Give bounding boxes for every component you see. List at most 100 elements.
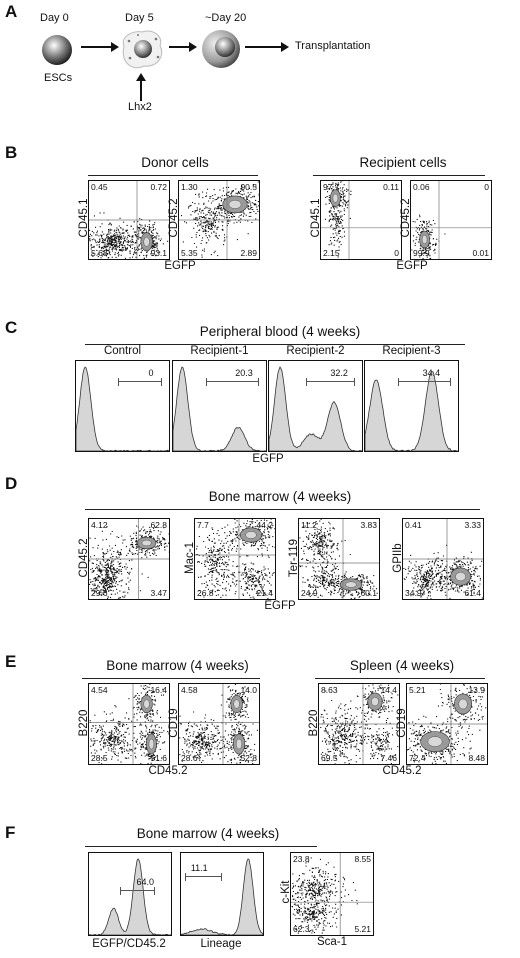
flow-plot-spleen-cd19: 5.21 13.9 72.4 8.48 (406, 683, 488, 765)
quadrant-value: 0.45 (91, 182, 108, 192)
x-label: EGFP/CD45.2 (92, 938, 166, 950)
histogram-egfp-cd45-2: 64.0 (88, 852, 172, 936)
histogram-recipient-3: 34.4 (364, 360, 459, 452)
y-label: CD19 (168, 708, 180, 738)
quadrant-value: 2.89 (240, 248, 257, 258)
flow-dot-cloud (195, 519, 275, 599)
quadrant-value: 0 (484, 182, 489, 192)
esc-label: ESCs (44, 72, 73, 84)
gate-marker (397, 377, 451, 386)
quadrant-value: 1.30 (181, 182, 198, 192)
up-arrow-icon (136, 73, 146, 101)
quadrant-value: 0.06 (413, 182, 430, 192)
y-label: Ter-119 (288, 538, 300, 578)
quadrant-value: 61.4 (464, 588, 481, 598)
quadrant-value: 7.7 (197, 520, 209, 530)
arrow-1-icon (81, 42, 119, 52)
bm-bracket (85, 509, 480, 510)
embryoid-body-icon (122, 30, 163, 69)
gate-value: 20.3 (235, 367, 253, 378)
histogram-curve (173, 366, 266, 451)
x-label: EGFP (396, 260, 428, 272)
flow-dot-cloud (411, 181, 491, 259)
gate-marker (306, 377, 355, 386)
flow-plot-gpiib: 0.41 3.33 34.9 61.4 (402, 518, 484, 600)
esc-cell-icon (42, 35, 72, 65)
flow-dot-cloud (89, 519, 169, 599)
day5-label: Day 5 (125, 12, 154, 24)
histogram-curve (269, 366, 362, 451)
quadrant-value: 90.5 (240, 182, 257, 192)
quadrant-value: 26.8 (197, 588, 214, 598)
x-label: Lineage (200, 938, 242, 950)
quadrant-value: 24.9 (301, 588, 318, 598)
quadrant-value: 0.72 (150, 182, 167, 192)
quadrant-value: 93.1 (150, 248, 167, 258)
quadrant-value: 69.5 (321, 753, 338, 763)
flow-plot-ckit-sca1: 23.8 8.55 62.3 5.21 (290, 852, 374, 936)
quadrant-value: 4.58 (181, 685, 198, 695)
quadrant-value: 5.68 (91, 248, 108, 258)
quadrant-value: 4.12 (91, 520, 108, 530)
flow-dot-cloud (89, 684, 169, 764)
y-label: Mac-1 (184, 542, 196, 574)
flow-dot-cloud (319, 684, 399, 764)
quadrant-value: 62.8 (150, 520, 167, 530)
histogram-curve (365, 371, 458, 451)
gate-value: 64.0 (136, 876, 155, 887)
flow-plot-bm-b220: 4.54 16.4 28.5 51.6 (88, 683, 170, 765)
quadrant-value: 5.21 (409, 685, 426, 695)
quadrant-value: 62.3 (293, 924, 310, 934)
panel-c-label: C (5, 318, 18, 337)
flow-dot-cloud (179, 181, 259, 259)
x-label: EGFP (264, 600, 296, 612)
panel-e-label: E (5, 652, 17, 671)
y-label: B220 (78, 709, 90, 737)
y-label: CD45.1 (78, 198, 90, 238)
flow-dot-cloud (89, 181, 169, 259)
quadrant-value: 13.9 (468, 685, 485, 695)
histogram-curve (76, 366, 169, 451)
recipient-cells-title: Recipient cells (359, 155, 447, 170)
quadrant-value: 8.55 (354, 854, 371, 864)
panel-b-label: B (5, 143, 18, 162)
y-label: GPIIb (392, 543, 404, 573)
quadrant-value: 3.47 (150, 588, 167, 598)
recipient-bracket (313, 175, 485, 176)
quadrant-value: 97.7 (323, 182, 340, 192)
histogram-recipient-1: 20.3 (172, 360, 267, 452)
flow-dot-cloud (321, 181, 401, 259)
day20-label: ~Day 20 (205, 12, 247, 24)
gate-value: 11.1 (190, 862, 208, 873)
quadrant-value: 99.9 (413, 248, 430, 258)
quadrant-value: 14.0 (240, 685, 257, 695)
bone-marrow-title: Bone marrow (4 weeks) (208, 489, 352, 504)
donor-cells-title: Donor cells (141, 155, 209, 170)
flow-plot-donor-cd45-2: 1.30 90.5 5.35 2.89 (178, 180, 260, 260)
flow-plot-spleen-b220: 8.63 14.4 69.5 7.46 (318, 683, 400, 765)
quadrant-value: 28.5 (91, 753, 108, 763)
flow-dot-cloud (403, 519, 483, 599)
quadrant-value: 0.41 (405, 520, 422, 530)
histogram-lineage: 11.1 (180, 852, 264, 936)
x-label: EGFP (252, 453, 284, 465)
transplantation-label: Transplantation (295, 40, 371, 52)
panel-f-label: F (5, 823, 16, 842)
quadrant-value: 2.15 (323, 248, 340, 258)
bm-bracket (85, 846, 317, 847)
quadrant-value: 4.54 (91, 685, 108, 695)
peripheral-blood-title: Peripheral blood (4 weeks) (199, 324, 361, 339)
pb-bracket (85, 344, 465, 345)
spleen-bracket (315, 678, 485, 679)
flow-dot-cloud (299, 519, 379, 599)
histogram-curve (181, 858, 263, 935)
flow-plot-recipient-cd45-1: 97.7 0.11 2.15 0 (320, 180, 402, 260)
quadrant-value: 3.33 (464, 520, 481, 530)
quadrant-value: 0.01 (472, 248, 489, 258)
gate-marker (117, 377, 162, 386)
quadrant-value: 11.2 (301, 520, 317, 530)
gate-value: 32.2 (330, 367, 348, 378)
quadrant-value: 0 (394, 248, 399, 258)
quadrant-value: 16.4 (150, 685, 167, 695)
gate-marker (120, 886, 156, 895)
